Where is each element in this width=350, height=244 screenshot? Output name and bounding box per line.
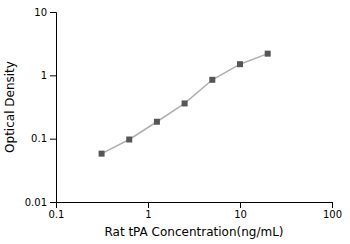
tick-mark xyxy=(50,202,56,203)
tick-label: 1 xyxy=(41,70,47,81)
tick: 0.1 xyxy=(49,202,65,220)
series xyxy=(99,51,271,157)
tick-label: 0.1 xyxy=(31,133,47,144)
axis-line xyxy=(57,203,333,209)
tick-label: 1 xyxy=(145,209,151,220)
tick-label: 100 xyxy=(323,209,342,220)
tick: 10 xyxy=(234,202,247,220)
marker xyxy=(99,151,105,157)
tick: 1 xyxy=(41,70,56,81)
x-axis: 0.1 1 10 100 xyxy=(49,202,343,220)
marker xyxy=(126,137,132,143)
x-axis-title: Rat tPA Concentration(ng/mL) xyxy=(104,225,283,239)
tick-mark xyxy=(50,75,56,76)
marker xyxy=(154,119,160,125)
tick-label: 10 xyxy=(34,7,47,18)
axis-line xyxy=(50,13,57,203)
tick-mark xyxy=(148,202,149,208)
plot-area: 0.11101000.010.1110 xyxy=(25,7,342,220)
tick: 1 xyxy=(145,202,151,220)
marker xyxy=(209,77,215,83)
tick: 0.01 xyxy=(25,197,56,208)
tick-label: 10 xyxy=(234,209,247,220)
marker xyxy=(237,61,243,67)
tick-label: 0.1 xyxy=(49,209,65,220)
y-axis: 0.01 0.1 1 10 xyxy=(25,7,57,208)
tick: 10 xyxy=(34,7,56,18)
marker xyxy=(265,51,271,57)
tick-mark xyxy=(50,139,56,140)
tick-mark xyxy=(332,202,333,208)
tick-mark xyxy=(50,12,56,13)
tick: 0.1 xyxy=(31,133,56,144)
tick-label: 0.01 xyxy=(25,197,47,208)
chart: 0.11101000.010.1110Rat tPA Concentration… xyxy=(0,0,350,244)
tick-mark xyxy=(240,202,241,208)
line xyxy=(102,54,268,154)
y-axis-title: Optical Density xyxy=(3,61,17,153)
tick: 100 xyxy=(323,202,342,220)
marker xyxy=(182,100,188,106)
